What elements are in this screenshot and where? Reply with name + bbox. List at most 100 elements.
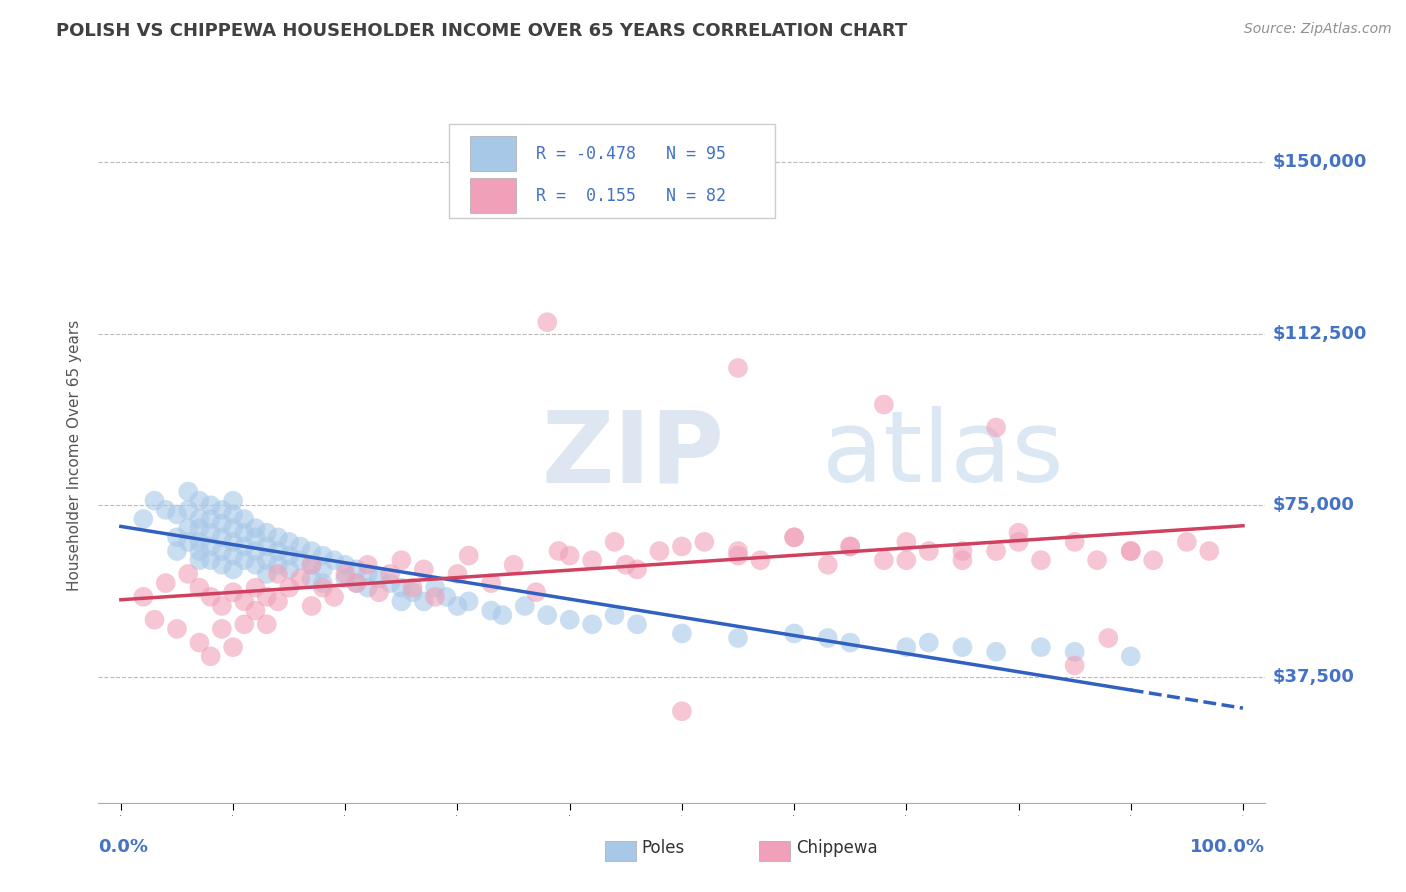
Point	[1198, 544, 1220, 558]
Text: Chippewa: Chippewa	[796, 839, 877, 857]
Point	[626, 617, 648, 632]
Point	[166, 508, 188, 522]
Point	[389, 581, 412, 595]
Point	[256, 525, 278, 540]
Point	[188, 493, 211, 508]
Point	[267, 558, 290, 572]
Text: $37,500: $37,500	[1272, 668, 1354, 686]
Point	[177, 534, 200, 549]
Text: R =  0.155   N = 82: R = 0.155 N = 82	[536, 187, 725, 205]
Point	[211, 558, 233, 572]
Point	[256, 553, 278, 567]
Text: 100.0%: 100.0%	[1191, 838, 1265, 856]
Point	[335, 566, 357, 581]
Point	[581, 553, 603, 567]
Point	[479, 576, 502, 591]
Point	[211, 544, 233, 558]
Point	[233, 617, 256, 632]
Point	[256, 566, 278, 581]
Point	[245, 521, 267, 535]
Point	[301, 544, 323, 558]
Point	[378, 566, 402, 581]
Point	[671, 626, 693, 640]
Point	[155, 576, 177, 591]
Point	[457, 549, 479, 563]
Point	[839, 635, 862, 649]
Point	[211, 516, 233, 531]
Point	[290, 572, 312, 586]
Text: $150,000: $150,000	[1272, 153, 1367, 171]
Point	[952, 544, 974, 558]
Point	[346, 576, 368, 591]
Point	[267, 530, 290, 544]
Point	[290, 540, 312, 554]
Point	[693, 534, 716, 549]
Point	[1119, 544, 1142, 558]
Point	[1142, 553, 1164, 567]
Point	[312, 549, 335, 563]
Point	[1063, 658, 1085, 673]
Point	[245, 603, 267, 617]
Point	[188, 544, 211, 558]
Point	[479, 603, 502, 617]
Bar	[470, 136, 516, 171]
Point	[233, 512, 256, 526]
Point	[222, 640, 245, 655]
Point	[200, 553, 222, 567]
Point	[896, 553, 918, 567]
Point	[368, 585, 391, 599]
Point	[245, 530, 267, 544]
Point	[603, 608, 626, 623]
Point	[233, 553, 256, 567]
Point	[839, 540, 862, 554]
Point	[301, 558, 323, 572]
Point	[783, 530, 806, 544]
Point	[177, 566, 200, 581]
Point	[368, 572, 391, 586]
Point	[918, 635, 941, 649]
Point	[200, 540, 222, 554]
Bar	[470, 178, 516, 213]
Point	[233, 525, 256, 540]
Point	[222, 585, 245, 599]
Point	[188, 521, 211, 535]
Point	[671, 704, 693, 718]
Point	[1063, 645, 1085, 659]
Point	[200, 649, 222, 664]
Point	[188, 581, 211, 595]
Point	[536, 315, 558, 329]
Point	[346, 562, 368, 576]
Point	[873, 398, 896, 412]
Point	[188, 512, 211, 526]
Point	[245, 581, 267, 595]
Text: 0.0%: 0.0%	[98, 838, 149, 856]
Point	[267, 566, 290, 581]
Point	[918, 544, 941, 558]
Text: Poles: Poles	[641, 839, 685, 857]
Point	[267, 594, 290, 608]
Point	[211, 622, 233, 636]
Point	[233, 540, 256, 554]
Point	[401, 585, 423, 599]
Point	[222, 521, 245, 535]
Point	[323, 590, 346, 604]
Point	[1007, 534, 1029, 549]
Point	[335, 572, 357, 586]
Point	[245, 544, 267, 558]
Point	[290, 553, 312, 567]
Point	[423, 590, 446, 604]
Point	[188, 534, 211, 549]
Point	[389, 553, 412, 567]
Point	[256, 617, 278, 632]
Point	[245, 558, 267, 572]
Text: R = -0.478   N = 95: R = -0.478 N = 95	[536, 145, 725, 163]
Point	[357, 566, 380, 581]
Point	[547, 544, 569, 558]
Point	[952, 553, 974, 567]
Point	[839, 540, 862, 554]
Point	[200, 498, 222, 512]
Point	[783, 530, 806, 544]
Point	[603, 534, 626, 549]
Text: ZIP: ZIP	[541, 407, 724, 503]
Point	[312, 562, 335, 576]
